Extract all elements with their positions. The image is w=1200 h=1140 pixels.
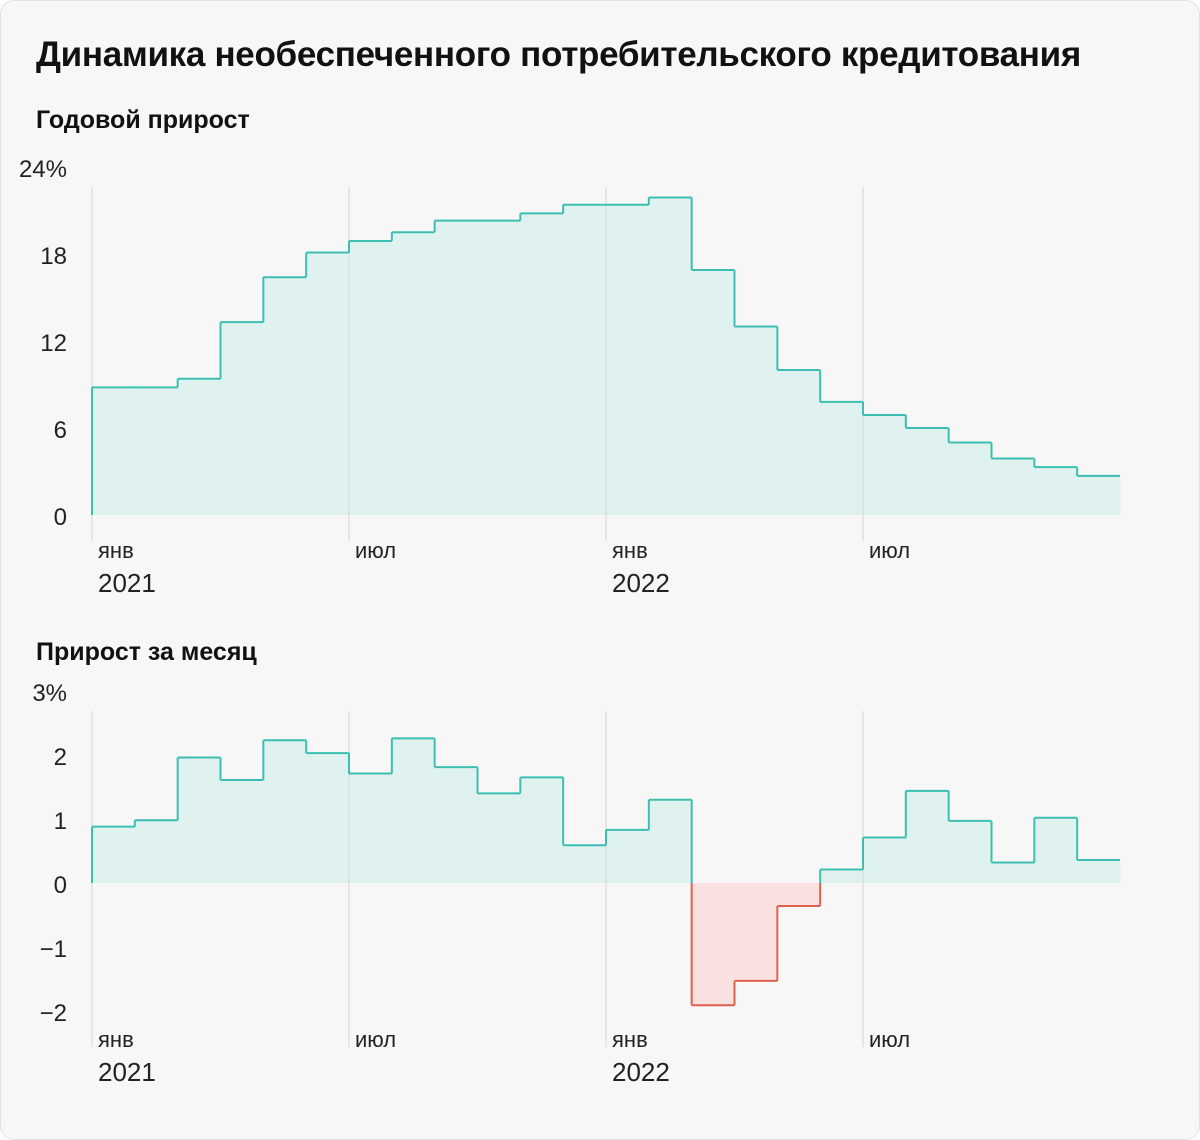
x-tick-year-label: 2021 — [98, 568, 156, 598]
step-area-positive — [177, 378, 221, 515]
step-area-positive — [92, 387, 136, 515]
y-tick-label: 3% — [32, 680, 67, 707]
step-area-positive — [220, 322, 264, 515]
step-area-positive — [92, 826, 136, 883]
step-area-positive — [863, 414, 907, 515]
step-area-positive — [905, 428, 950, 515]
x-tick-label: янв — [98, 538, 134, 563]
step-area-positive — [563, 845, 607, 883]
step-area-positive — [477, 793, 521, 883]
step-area-positive — [306, 252, 350, 516]
step-area-negative — [691, 883, 735, 1006]
step-area-positive — [905, 790, 950, 883]
step-area-positive — [820, 869, 864, 883]
y-tick-label: 12 — [40, 330, 67, 357]
y-tick-label: 2 — [54, 744, 67, 771]
step-area-positive — [777, 370, 821, 515]
x-tick-year-label: 2022 — [612, 568, 670, 598]
x-tick-year-label: 2022 — [612, 1057, 670, 1087]
step-area-positive — [220, 779, 264, 883]
step-area-positive — [1034, 467, 1078, 515]
y-tick-label: 0 — [54, 504, 67, 531]
x-tick-label: янв — [612, 1027, 648, 1052]
step-area-positive — [520, 213, 564, 515]
step-area-positive — [1077, 859, 1121, 883]
step-area-positive — [520, 777, 564, 883]
step-area-negative — [734, 883, 778, 981]
x-tick-label: июл — [869, 538, 910, 563]
step-area-negative — [777, 883, 821, 907]
step-area-positive — [734, 326, 778, 515]
step-area-positive — [991, 458, 1035, 515]
x-tick-label: июл — [355, 538, 396, 563]
step-area-positive — [606, 204, 650, 515]
step-area-positive — [948, 820, 992, 883]
step-area-positive — [606, 829, 650, 883]
step-area-positive — [691, 269, 735, 515]
step-area-positive — [434, 220, 478, 515]
step-area-positive — [648, 197, 693, 515]
step-area-positive — [306, 753, 350, 883]
step-area-positive — [391, 738, 436, 883]
monthly-growth-subtitle: Прирост за месяц — [36, 638, 257, 666]
step-area-positive — [820, 401, 864, 515]
y-tick-label: 6 — [54, 417, 67, 444]
annual-growth-subtitle: Годовой прирост — [36, 106, 250, 134]
step-area-positive — [563, 204, 607, 515]
step-area-positive — [134, 820, 179, 883]
step-area-positive — [477, 220, 521, 515]
x-tick-label: июл — [869, 1027, 910, 1052]
y-tick-label: 0 — [54, 872, 67, 899]
step-area-positive — [863, 837, 907, 883]
y-tick-label: 18 — [40, 243, 67, 270]
step-area-positive — [263, 277, 307, 515]
step-area-positive — [391, 232, 436, 515]
y-tick-label: −1 — [40, 936, 67, 963]
step-area-positive — [991, 862, 1035, 883]
step-area-positive — [177, 757, 221, 883]
x-tick-label: янв — [612, 538, 648, 563]
x-tick-year-label: 2021 — [98, 1057, 156, 1087]
step-area-positive — [1077, 475, 1121, 515]
step-area-positive — [349, 240, 393, 515]
x-tick-label: июл — [355, 1027, 396, 1052]
step-area-positive — [648, 799, 693, 883]
y-tick-label: −2 — [40, 1000, 67, 1027]
x-tick-label: янв — [98, 1027, 134, 1052]
step-area-positive — [948, 442, 992, 515]
step-area-positive — [263, 740, 307, 883]
step-area-positive — [434, 767, 478, 883]
chart-title: Динамика необеспеченного потребительског… — [36, 35, 1081, 74]
y-tick-label: 1 — [54, 808, 67, 835]
step-area-positive — [349, 773, 393, 883]
step-area-positive — [134, 387, 179, 515]
y-tick-label: 24% — [19, 156, 67, 183]
step-area-positive — [1034, 817, 1078, 883]
